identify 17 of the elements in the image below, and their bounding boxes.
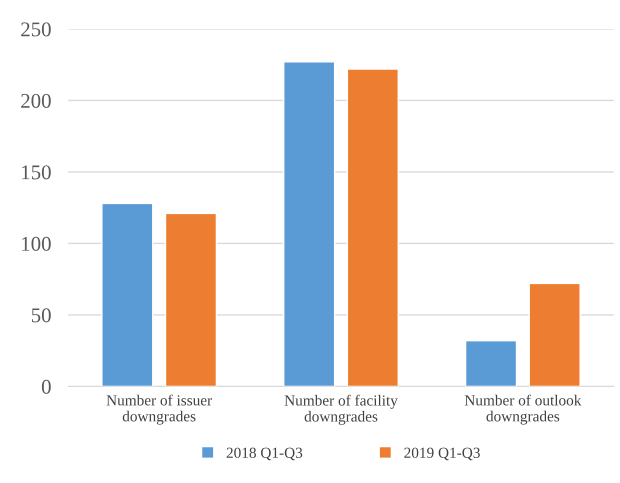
bar — [283, 61, 336, 386]
y-tick-label: 200 — [21, 94, 51, 108]
legend-label: 2019 Q1-Q3 — [404, 448, 480, 460]
bar — [164, 212, 218, 386]
y-tick-label: 0 — [42, 380, 51, 394]
x-tick-label: Number of outlook downgrades — [464, 394, 582, 425]
y-tick-label: 100 — [22, 236, 51, 251]
x-tick-label: Number of facility downgrades — [284, 394, 398, 425]
bar — [101, 202, 154, 386]
y-tick-label: 50 — [32, 308, 51, 322]
x-tick-label: Number of issuer downgrades — [106, 394, 212, 425]
y-tick-label: 250 — [21, 22, 51, 36]
bar — [528, 282, 581, 386]
bar — [346, 68, 399, 386]
legend-label: 2018 Q1-Q3 — [226, 448, 302, 460]
y-tick-label: 150 — [22, 165, 51, 180]
bar — [464, 340, 518, 386]
